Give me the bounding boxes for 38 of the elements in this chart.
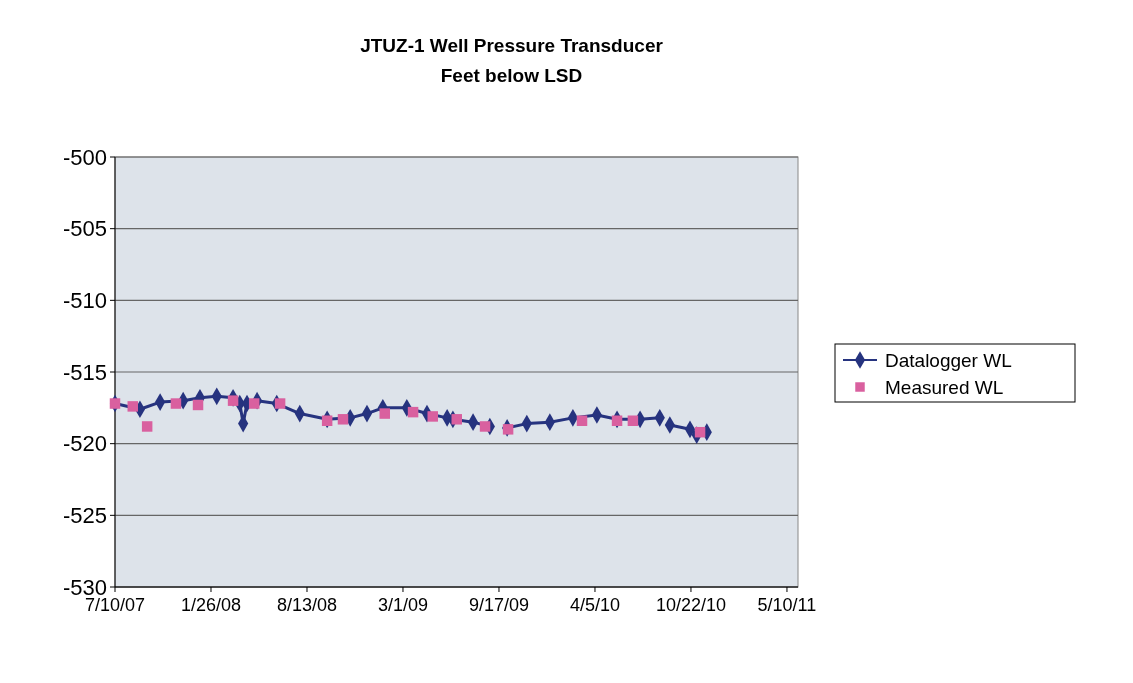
point	[694, 426, 706, 438]
x-tick-label: 3/1/09	[377, 595, 429, 615]
y-tick-label: -505	[62, 216, 107, 242]
y-tick-label: -500	[62, 144, 107, 170]
y-tick-label: -525	[62, 503, 107, 529]
point	[611, 415, 623, 426]
point	[427, 411, 438, 422]
point	[227, 395, 239, 406]
point	[141, 421, 153, 432]
point	[337, 414, 349, 425]
x-tick-label: 4/5/10	[569, 595, 620, 615]
x-tick-label: 8/13/08	[276, 595, 338, 615]
point	[109, 398, 121, 409]
x-tick-label: 10/22/10	[655, 595, 727, 615]
chart-subtitle: Feet below LSD	[440, 65, 583, 86]
point	[170, 398, 182, 409]
point	[192, 399, 204, 411]
point	[451, 414, 462, 425]
y-tick-label: -520	[62, 431, 107, 457]
point	[576, 415, 588, 426]
chart-title: JTUZ-1 Well Pressure Transducer	[360, 35, 664, 56]
point	[502, 424, 514, 435]
point	[379, 408, 390, 419]
x-tick-label: 7/10/07	[84, 595, 146, 615]
point	[274, 398, 286, 409]
point	[127, 401, 138, 412]
point	[407, 406, 419, 418]
point	[627, 415, 639, 426]
x-tick-label: 5/10/11	[757, 595, 817, 615]
legend-label: Measured WL	[885, 376, 1004, 398]
point	[321, 415, 333, 426]
point	[479, 421, 491, 432]
y-tick-label: -510	[62, 288, 107, 314]
legend-label: Datalogger WL	[885, 349, 1012, 371]
point	[248, 398, 260, 409]
x-tick-label: 9/17/09	[468, 595, 530, 615]
x-tick-label: 1/26/08	[180, 595, 242, 615]
y-tick-label: -515	[62, 359, 107, 385]
